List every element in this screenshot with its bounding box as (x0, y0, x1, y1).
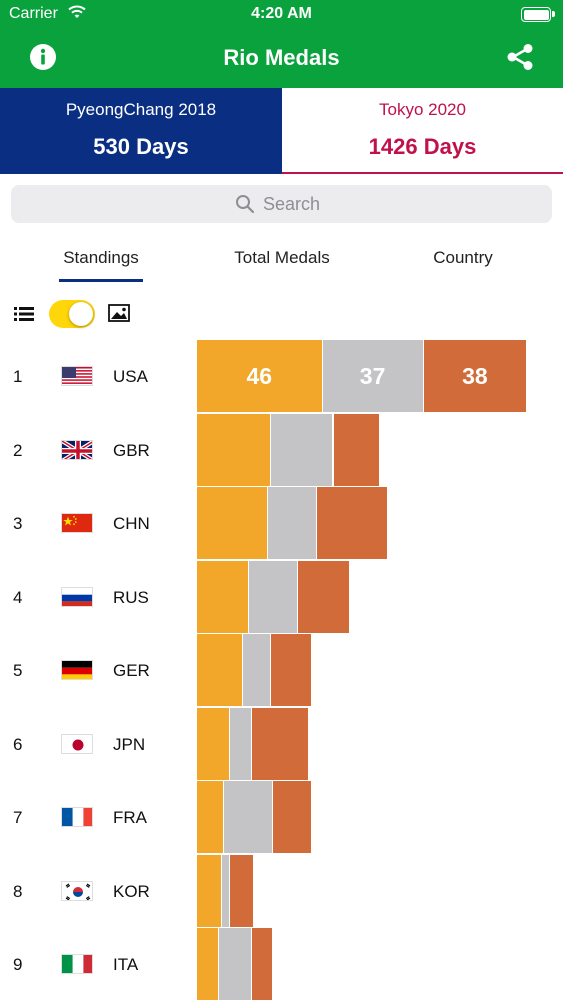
silver-medal-bar (248, 560, 298, 633)
standings-row[interactable]: 7 FRA (0, 781, 563, 853)
flag-gbr-icon (61, 439, 93, 460)
standings-row[interactable]: 4 RUS (0, 560, 563, 633)
share-icon[interactable] (505, 42, 535, 72)
image-icon (108, 304, 130, 322)
rank-number: 7 (13, 808, 23, 827)
bronze-medal-bar (270, 634, 312, 706)
countdown-days: 530 Days (93, 134, 189, 159)
gold-medal-bar (197, 707, 230, 780)
rank-number: 5 (13, 661, 23, 680)
bronze-medal-bar (273, 781, 312, 853)
silver-medal-bar (270, 413, 334, 486)
nav-bar: Rio Medals (0, 30, 563, 88)
country-code: CHN (113, 514, 150, 533)
toggle-knob (69, 302, 93, 326)
view-mode-toggle[interactable] (49, 300, 95, 328)
view-toggle-row (0, 298, 563, 330)
tab-country[interactable]: Country (433, 248, 493, 267)
bronze-medal-bar (251, 928, 274, 1000)
country-code: JPN (113, 734, 146, 754)
wifi-icon (68, 5, 86, 18)
silver-medal-bar (229, 707, 252, 780)
flag-chn-icon (61, 513, 93, 533)
gold-medal-bar (197, 634, 244, 706)
standings-row[interactable]: 5 GER (0, 634, 563, 706)
country-code: KOR (113, 881, 150, 901)
bronze-medal-bar (229, 854, 255, 927)
silver-medal-bar (224, 781, 274, 853)
countdown-pyeongchang[interactable]: PyeongChang 2018 530 Days (0, 88, 282, 174)
flag-usa-icon (61, 366, 93, 386)
bronze-medal-bar (333, 413, 380, 486)
standings-row[interactable]: 1 USA 46 37 38 (0, 340, 563, 412)
flag-kor-icon (61, 880, 93, 901)
rank-number: 1 (13, 367, 23, 386)
sort-tabs: Standings Total Medals Country (0, 238, 563, 284)
countdown-event-label: PyeongChang 2018 (65, 100, 217, 119)
status-bar: Carrier 4:20 AM (0, 0, 563, 30)
country-code: FRA (113, 808, 147, 827)
bronze-medal-bar (298, 560, 350, 633)
gold-medal-bar (197, 928, 219, 1000)
gold-medal-bar (197, 487, 268, 559)
rank-number: 6 (13, 734, 23, 754)
gold-medal-bar (197, 560, 249, 633)
bronze-medal-bar (251, 707, 309, 780)
search-bar[interactable] (11, 185, 552, 223)
search-icon (236, 195, 255, 214)
rank-number: 3 (13, 514, 23, 533)
standings-row[interactable]: 3 CHN (0, 487, 563, 559)
gold-medal-bar (197, 781, 225, 853)
flag-ger-icon (61, 660, 93, 680)
silver-medal-bar (267, 487, 318, 559)
tab-total-medals[interactable]: Total Medals (234, 248, 330, 267)
flag-fra-icon (61, 807, 93, 827)
silver-medal-bar (221, 854, 230, 927)
silver-medal-bar: 37 (322, 340, 424, 412)
flag-ita-icon (61, 954, 93, 974)
tab-standings[interactable]: Standings (63, 248, 139, 267)
country-code: ITA (113, 955, 139, 974)
rank-number: 8 (13, 881, 23, 901)
gold-medal-bar (197, 854, 222, 927)
countdown-tokyo[interactable]: Tokyo 2020 1426 Days (282, 88, 563, 174)
info-icon[interactable] (29, 43, 57, 71)
flag-rus-icon (61, 586, 93, 607)
bronze-medal-bar (317, 487, 389, 559)
country-code: USA (113, 367, 148, 386)
search-input[interactable] (263, 190, 463, 218)
country-code: RUS (113, 587, 149, 607)
battery-icon (521, 7, 555, 22)
page-title: Rio Medals (223, 45, 340, 70)
rank-number: 9 (13, 955, 23, 974)
list-icon (14, 307, 34, 321)
tab-selected-indicator (59, 279, 143, 282)
silver-medal-bar (218, 928, 252, 1000)
standings-row[interactable]: 8 KOR (0, 854, 563, 927)
country-code: GBR (113, 440, 150, 460)
clock: 4:20 AM (251, 5, 312, 22)
bronze-medal-bar: 38 (423, 340, 528, 412)
countdown-event-label: Tokyo 2020 (379, 100, 466, 119)
standings-row[interactable]: 9 ITA (0, 928, 563, 1000)
carrier-label: Carrier (9, 5, 58, 22)
standings-row[interactable]: 2 GBR (0, 413, 563, 486)
standings-row[interactable]: 6 JPN (0, 707, 563, 780)
rank-number: 2 (13, 440, 23, 460)
country-code: GER (113, 661, 150, 680)
countdown-days: 1426 Days (368, 134, 477, 159)
silver-medal-bar (243, 634, 271, 706)
gold-medal-bar: 46 (197, 340, 323, 412)
flag-jpn-icon (61, 733, 93, 754)
gold-medal-bar (197, 413, 271, 486)
rank-number: 4 (13, 587, 23, 607)
